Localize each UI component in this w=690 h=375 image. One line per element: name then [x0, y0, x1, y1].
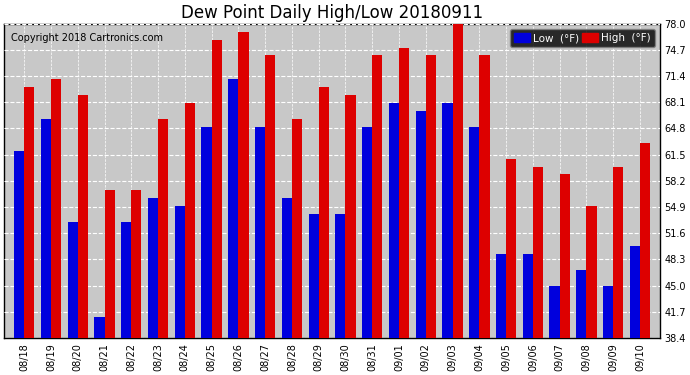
- Bar: [613, 166, 623, 338]
- Bar: [373, 56, 382, 338]
- Bar: [533, 166, 543, 338]
- Bar: [78, 95, 88, 338]
- Bar: [68, 222, 78, 338]
- Bar: [131, 190, 141, 338]
- Bar: [586, 206, 597, 338]
- Bar: [24, 87, 34, 338]
- Bar: [442, 103, 453, 338]
- Bar: [265, 56, 275, 338]
- Bar: [399, 48, 409, 338]
- Bar: [148, 198, 158, 338]
- Legend: Low  (°F), High  (°F): Low (°F), High (°F): [510, 29, 655, 48]
- Bar: [469, 127, 480, 338]
- Bar: [282, 198, 292, 338]
- Bar: [121, 222, 131, 338]
- Bar: [335, 214, 346, 338]
- Bar: [158, 119, 168, 338]
- Bar: [630, 246, 640, 338]
- Bar: [201, 127, 212, 338]
- Bar: [292, 119, 302, 338]
- Bar: [308, 214, 319, 338]
- Bar: [549, 286, 560, 338]
- Bar: [389, 103, 399, 338]
- Bar: [480, 56, 489, 338]
- Bar: [14, 151, 24, 338]
- Bar: [175, 206, 185, 338]
- Bar: [560, 174, 570, 338]
- Title: Dew Point Daily High/Low 20180911: Dew Point Daily High/Low 20180911: [181, 4, 483, 22]
- Bar: [228, 79, 239, 338]
- Bar: [185, 103, 195, 338]
- Text: Copyright 2018 Cartronics.com: Copyright 2018 Cartronics.com: [11, 33, 163, 43]
- Bar: [105, 190, 115, 338]
- Bar: [362, 127, 373, 338]
- Bar: [640, 143, 650, 338]
- Bar: [523, 254, 533, 338]
- Bar: [496, 254, 506, 338]
- Bar: [453, 24, 463, 338]
- Bar: [95, 317, 105, 338]
- Bar: [506, 159, 516, 338]
- Bar: [212, 40, 221, 338]
- Bar: [51, 79, 61, 338]
- Bar: [255, 127, 265, 338]
- Bar: [346, 95, 355, 338]
- Bar: [415, 111, 426, 338]
- Bar: [41, 119, 51, 338]
- Bar: [603, 286, 613, 338]
- Bar: [239, 32, 248, 338]
- Bar: [426, 56, 436, 338]
- Bar: [319, 87, 329, 338]
- Bar: [576, 270, 586, 338]
